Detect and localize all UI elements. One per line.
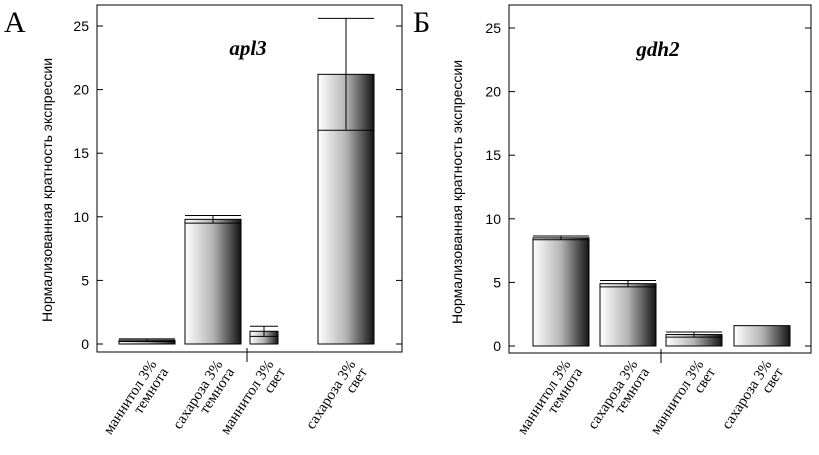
y-tick-label: 15	[73, 145, 89, 161]
y-tick-label: 20	[485, 84, 501, 100]
category-label: сахароза 3%свет	[719, 357, 787, 440]
y-tick-label: 10	[73, 209, 89, 225]
y-tick-label: 5	[81, 272, 89, 288]
category-label-line: сахароза 3%	[303, 357, 359, 432]
y-tick-label: 10	[485, 211, 501, 227]
panel-letter: Б	[413, 6, 430, 39]
y-tick-label: 25	[73, 18, 89, 34]
gene-name: gdh2	[635, 37, 680, 61]
y-tick-label: 25	[485, 20, 501, 36]
category-label: сахароза 3%свет	[303, 357, 371, 440]
y-tick-label: 0	[493, 338, 501, 354]
bar	[599, 283, 657, 347]
y-tick-label: 5	[493, 274, 501, 290]
bar	[184, 218, 242, 345]
y-axis-label: Нормализованная кратность экспрессии	[39, 58, 55, 322]
category-label: маннитол 3%темнота	[515, 357, 587, 445]
category-label-line: маннитол 3%	[648, 357, 708, 437]
y-tick-label: 15	[485, 147, 501, 163]
category-label-line: сахароза 3%	[719, 357, 775, 432]
panel-a: А 0 5 10 15 20 25 Нормализованная кратность экс…	[4, 4, 403, 445]
plot-frame	[508, 4, 812, 354]
panel-letter: А	[4, 6, 26, 39]
panel-b: Б 0 5 10 15 20 25 Нормализованная кратность экс…	[413, 4, 812, 445]
y-axis-label: Нормализованная кратность экспрессии	[449, 60, 465, 324]
category-label: маннитол 3%свет	[648, 357, 720, 445]
bar	[532, 237, 590, 347]
category-label: сахароза 3%темнота	[585, 357, 653, 440]
bar	[733, 325, 791, 347]
gene-name: apl3	[229, 36, 266, 60]
y-tick-label: 20	[73, 82, 89, 98]
category-label: маннитол 3%темнота	[101, 357, 173, 445]
plot-frame	[96, 4, 403, 353]
y-tick-label: 0	[81, 336, 89, 352]
